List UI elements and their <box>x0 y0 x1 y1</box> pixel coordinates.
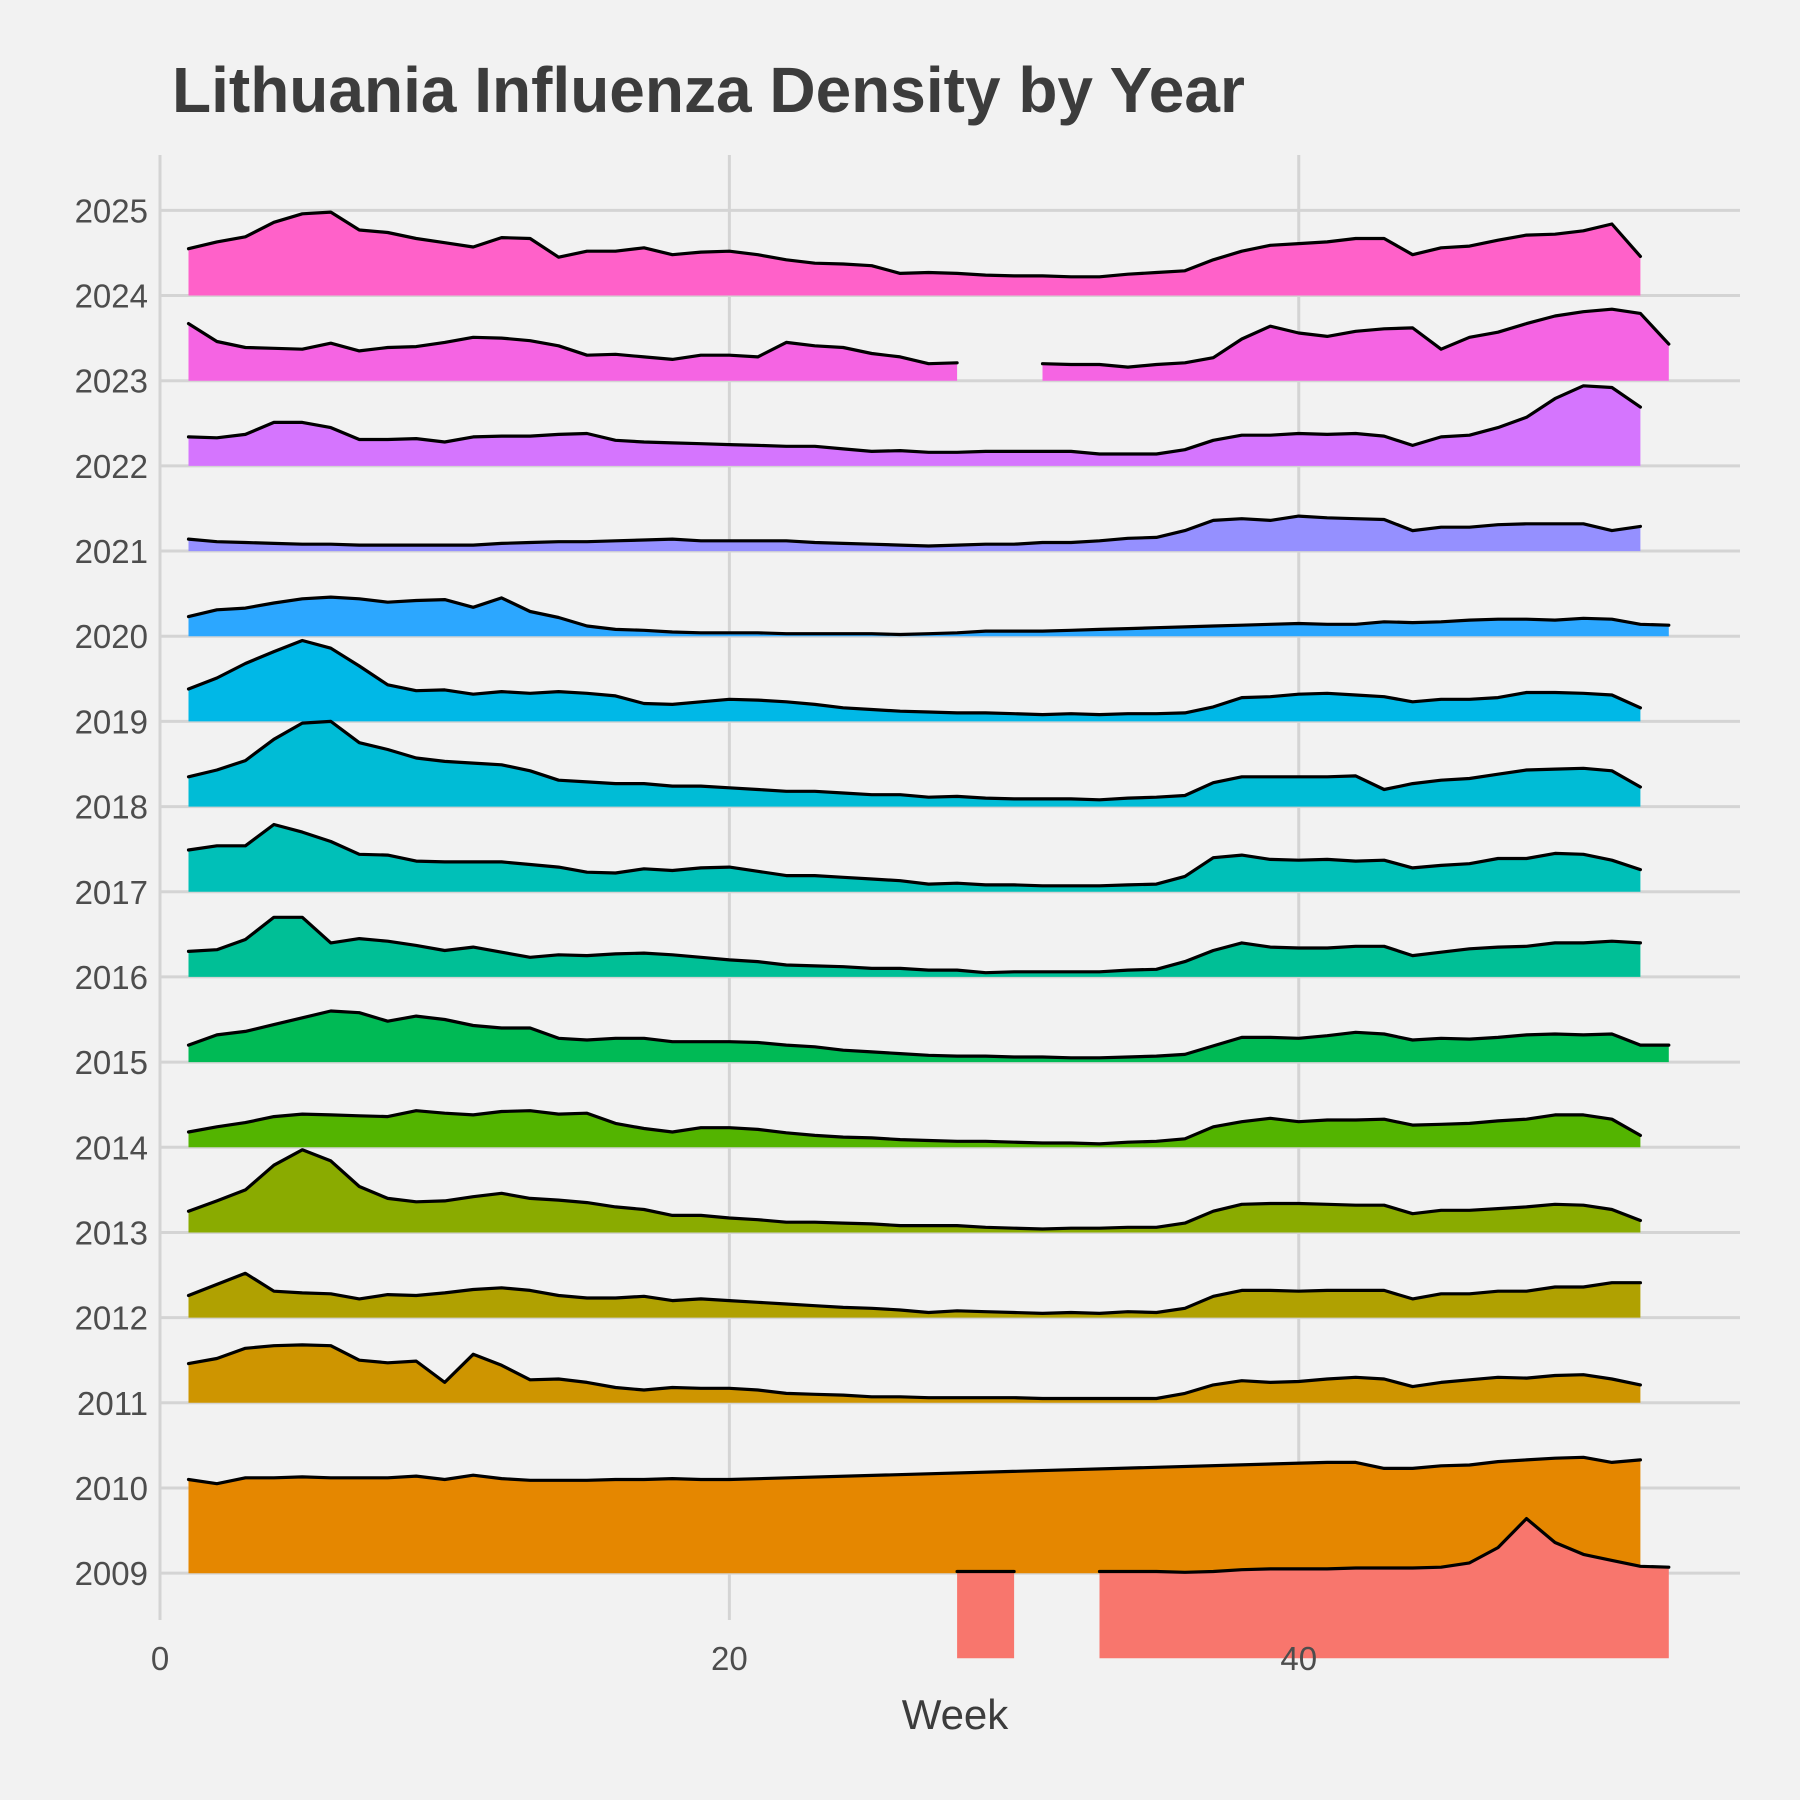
y-tick-label: 2014 <box>75 1129 148 1166</box>
chart-title: Lithuania Influenza Density by Year <box>172 54 1245 126</box>
ridge-area-2018 <box>188 824 1641 892</box>
y-tick-label: 2011 <box>77 1385 148 1422</box>
y-tick-label: 2013 <box>75 1214 148 1251</box>
y-tick-label: 2023 <box>75 363 148 400</box>
ridge-line-2018 <box>186 822 1642 888</box>
ridge-2024 <box>186 307 1671 381</box>
ridge-area-2009 <box>957 1571 1015 1659</box>
ridge-area-2021 <box>188 597 1669 637</box>
ridge-2013 <box>186 1271 1642 1318</box>
ridge-area-2025 <box>188 212 1641 296</box>
y-tick-label: 2015 <box>75 1044 148 1081</box>
ridge-area-2016 <box>188 1011 1669 1063</box>
ridge-2016 <box>186 1009 1671 1063</box>
y-axis-ticks: 2009 2010 2011 2012 2013 2014 2015 2016 2017 2018… <box>75 192 148 1592</box>
ridge-2020 <box>186 638 1642 722</box>
y-tick-label: 2018 <box>75 789 148 826</box>
ridge-2009 <box>955 1517 1671 1659</box>
ridge-2023 <box>186 384 1642 466</box>
ridge-2012 <box>186 1343 1642 1403</box>
y-tick-label: 2019 <box>75 703 148 740</box>
y-tick-label: 2012 <box>75 1300 148 1337</box>
ridge-line-2023 <box>186 384 1642 456</box>
y-tick-label: 2022 <box>75 448 148 485</box>
ridge-line-2016 <box>186 1009 1671 1060</box>
ridge-line-2015 <box>186 1109 1642 1146</box>
ridge-2021 <box>186 595 1671 637</box>
ridge-line-2019 <box>186 719 1642 802</box>
ridge-2019 <box>186 719 1642 807</box>
ridge-area-2012 <box>188 1344 1641 1403</box>
ridge-line-2017 <box>186 915 1642 975</box>
ridge-line-2025 <box>186 210 1642 279</box>
y-tick-label: 2016 <box>75 959 148 996</box>
ridge-2015 <box>186 1109 1642 1148</box>
y-tick-label: 2021 <box>75 533 148 570</box>
ridge-line-2013 <box>186 1271 1642 1315</box>
ridge-2022 <box>186 514 1642 552</box>
ridge-area-2020 <box>188 640 1641 722</box>
ridge-line-2009 <box>1097 1517 1671 1574</box>
ridge-line-2024 <box>186 322 959 366</box>
ridge-2010 <box>186 1455 1642 1574</box>
ridge-line-2010 <box>186 1455 1642 1486</box>
x-tick-label: 0 <box>151 1640 169 1677</box>
y-tick-label: 2017 <box>75 874 148 911</box>
ridge-area-2014 <box>188 1149 1641 1233</box>
ridge-line-2020 <box>186 638 1642 717</box>
ridge-2014 <box>186 1148 1642 1233</box>
ridge-line-2022 <box>186 514 1642 548</box>
ridge-2025 <box>186 210 1642 296</box>
ridge-area-2023 <box>188 385 1641 466</box>
y-tick-label: 2009 <box>75 1555 148 1592</box>
ridge-area-2010 <box>188 1457 1641 1574</box>
ridge-area-2019 <box>188 721 1641 807</box>
ridge-area-2013 <box>188 1273 1641 1318</box>
ridge-line-2012 <box>186 1343 1642 1401</box>
ridge-2018 <box>186 822 1642 892</box>
x-axis-ticks: 0 20 40 <box>151 1640 1317 1677</box>
x-tick-label: 20 <box>711 1640 748 1677</box>
ridge-line-2021 <box>186 595 1671 637</box>
ridge-area-2017 <box>188 917 1641 977</box>
y-tick-label: 2020 <box>75 618 148 655</box>
y-tick-label: 2024 <box>75 278 148 315</box>
ridge-areas <box>186 210 1671 1659</box>
ridge-2017 <box>186 915 1642 977</box>
x-axis-label: Week <box>902 1691 1010 1738</box>
ridge-area-2009 <box>1099 1518 1669 1659</box>
ridge-area-2024 <box>1042 309 1669 381</box>
y-tick-label: 2025 <box>75 192 148 229</box>
ridge-line-2024 <box>1040 307 1671 369</box>
y-tick-label: 2010 <box>75 1470 148 1507</box>
ridge-line-2014 <box>186 1148 1642 1231</box>
x-tick-label: 40 <box>1280 1640 1317 1677</box>
